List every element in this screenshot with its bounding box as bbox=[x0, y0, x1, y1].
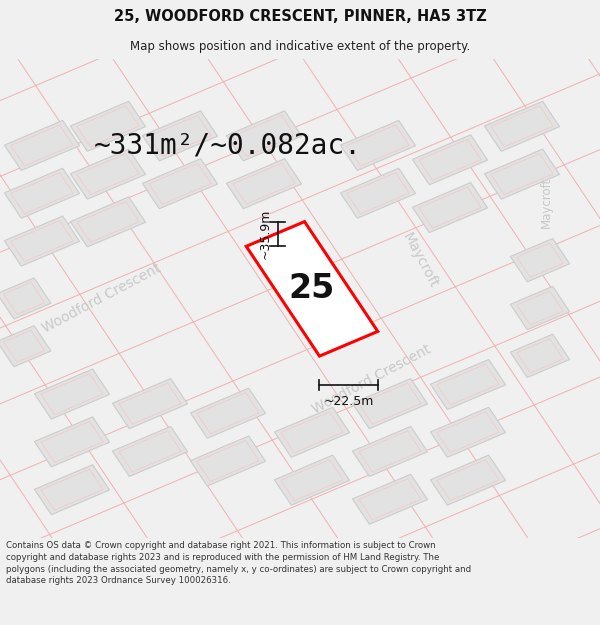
Polygon shape bbox=[4, 168, 80, 218]
Text: Maycroft: Maycroft bbox=[539, 177, 553, 228]
Polygon shape bbox=[340, 121, 416, 171]
Polygon shape bbox=[34, 369, 110, 419]
Polygon shape bbox=[274, 455, 350, 505]
Polygon shape bbox=[142, 159, 218, 209]
Polygon shape bbox=[34, 464, 110, 515]
Polygon shape bbox=[412, 135, 488, 185]
Polygon shape bbox=[112, 379, 188, 429]
Text: Contains OS data © Crown copyright and database right 2021. This information is : Contains OS data © Crown copyright and d… bbox=[6, 541, 471, 586]
Text: Map shows position and indicative extent of the property.: Map shows position and indicative extent… bbox=[130, 40, 470, 52]
Text: ~331m²/~0.082ac.: ~331m²/~0.082ac. bbox=[94, 131, 362, 159]
Polygon shape bbox=[190, 388, 266, 438]
Polygon shape bbox=[511, 334, 569, 378]
Polygon shape bbox=[412, 182, 488, 232]
Text: Woodford Crescent: Woodford Crescent bbox=[40, 261, 164, 336]
Polygon shape bbox=[430, 455, 506, 505]
Text: Maycroft: Maycroft bbox=[400, 230, 440, 290]
Polygon shape bbox=[70, 101, 146, 151]
Polygon shape bbox=[430, 359, 506, 409]
Text: 25: 25 bbox=[289, 272, 335, 306]
Polygon shape bbox=[4, 121, 80, 171]
Polygon shape bbox=[0, 326, 51, 367]
Text: ~35.9m: ~35.9m bbox=[259, 209, 272, 259]
Text: Woodford Crescent: Woodford Crescent bbox=[310, 342, 434, 417]
Polygon shape bbox=[484, 101, 560, 151]
Polygon shape bbox=[226, 159, 302, 209]
Polygon shape bbox=[70, 149, 146, 199]
Polygon shape bbox=[352, 379, 428, 429]
Polygon shape bbox=[70, 197, 146, 247]
Text: 25, WOODFORD CRESCENT, PINNER, HA5 3TZ: 25, WOODFORD CRESCENT, PINNER, HA5 3TZ bbox=[113, 9, 487, 24]
Polygon shape bbox=[352, 426, 428, 476]
Polygon shape bbox=[274, 408, 350, 458]
Text: ~22.5m: ~22.5m bbox=[323, 395, 374, 408]
Polygon shape bbox=[511, 239, 569, 282]
Polygon shape bbox=[430, 408, 506, 458]
Polygon shape bbox=[246, 222, 378, 356]
Polygon shape bbox=[352, 474, 428, 524]
Polygon shape bbox=[34, 417, 110, 467]
Polygon shape bbox=[226, 111, 302, 161]
Polygon shape bbox=[511, 286, 569, 329]
Polygon shape bbox=[112, 426, 188, 476]
Polygon shape bbox=[190, 436, 266, 486]
Polygon shape bbox=[340, 168, 416, 218]
Polygon shape bbox=[0, 278, 51, 319]
Polygon shape bbox=[4, 216, 80, 266]
Polygon shape bbox=[142, 111, 218, 161]
Polygon shape bbox=[484, 149, 560, 199]
